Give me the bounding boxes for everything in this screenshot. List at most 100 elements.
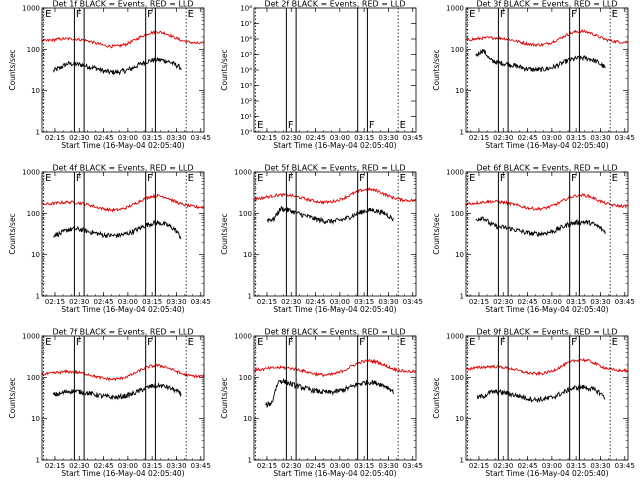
x-tick-label: 02:30	[281, 298, 301, 306]
y-tick-label: 10	[31, 415, 40, 423]
y-tick-label: 1000	[22, 5, 40, 13]
y-tick-label: 1	[36, 293, 40, 301]
x-tick-label: 02:30	[281, 134, 301, 142]
x-tick-label: 02:15	[469, 462, 489, 470]
x-tick-label: 03:45	[191, 298, 211, 306]
x-tick-label: 02:15	[257, 462, 277, 470]
marker-e: E	[257, 173, 263, 184]
x-tick-label: 02:30	[69, 134, 89, 142]
marker-f: F	[500, 9, 506, 20]
plot-frame	[465, 335, 629, 461]
x-tick-label: 03:15	[142, 462, 162, 470]
x-tick-label: 02:45	[93, 298, 113, 306]
x-tick-label: 03:30	[590, 462, 610, 470]
x-tick-label: 02:30	[493, 134, 513, 142]
x-tick-label: 02:15	[469, 134, 489, 142]
panel-title: Det 5f BLACK = Events, RED = LLD	[264, 164, 405, 173]
panel-title: Det 4f BLACK = Events, RED = LLD	[52, 164, 193, 173]
x-tick-label: 02:45	[93, 462, 113, 470]
x-tick-label: 03:45	[615, 134, 635, 142]
x-tick-label: 02:45	[305, 462, 325, 470]
y-tick-label: 1000	[234, 169, 252, 177]
panel-title: Det 3f BLACK = Events, RED = LLD	[476, 0, 617, 9]
y-tick-label: 1000	[446, 5, 464, 13]
marker-e: E	[400, 173, 406, 184]
plot-frame	[41, 171, 205, 297]
series-lld-line	[254, 186, 416, 205]
y-tick-label: 1	[460, 293, 464, 301]
x-tick-label: 03:15	[566, 462, 586, 470]
marker-e: E	[400, 337, 406, 348]
marker-e: E	[469, 173, 475, 184]
y-tick-label: 10⁴	[240, 67, 252, 75]
y-tick-label: 10³	[240, 82, 252, 90]
x-tick-label: 03:45	[191, 462, 211, 470]
x-tick-label: 03:00	[330, 462, 350, 470]
x-tick-label: 02:15	[45, 298, 65, 306]
y-axis-label: Counts/sec	[432, 49, 441, 90]
y-axis-label: Counts/sec	[432, 377, 441, 418]
x-tick-label: 03:30	[166, 298, 186, 306]
y-axis-label: Counts/sec	[8, 49, 17, 90]
y-tick-label: 1000	[446, 169, 464, 177]
plot-frame	[41, 335, 205, 461]
x-tick-label: 03:15	[566, 134, 586, 142]
y-axis-label: Counts/sec	[220, 49, 229, 90]
x-axis-label: Start Time (16-May-04 02:05:40)	[485, 305, 608, 314]
y-tick-label: 10	[455, 87, 464, 95]
y-axis-label: Counts/sec	[8, 377, 17, 418]
y-tick-label: 1000	[446, 333, 464, 341]
x-tick-label: 03:15	[142, 134, 162, 142]
x-tick-label: 02:15	[257, 298, 277, 306]
y-tick-label: 10	[243, 415, 252, 423]
marker-e: E	[257, 337, 263, 348]
y-axis-label: Counts/sec	[220, 377, 229, 418]
marker-e: E	[45, 173, 51, 184]
x-axis-label: Start Time (16-May-04 02:05:40)	[61, 305, 184, 314]
marker-e: E	[612, 173, 618, 184]
marker-f: F	[359, 337, 365, 348]
marker-f: F	[147, 337, 153, 348]
x-tick-label: 03:00	[330, 134, 350, 142]
y-tick-label: 100	[451, 46, 464, 54]
series-lld-line	[466, 29, 628, 48]
x-tick-label: 02:30	[69, 298, 89, 306]
x-tick-label: 02:45	[93, 134, 113, 142]
x-tick-label: 03:30	[166, 462, 186, 470]
marker-f: F	[571, 173, 577, 184]
marker-f: F	[76, 9, 82, 20]
x-tick-label: 03:45	[191, 134, 211, 142]
y-tick-label: 1000	[234, 333, 252, 341]
y-tick-label: 1	[460, 457, 464, 465]
y-tick-label: 100	[27, 46, 40, 54]
y-tick-label: 1	[36, 457, 40, 465]
marker-f: F	[571, 9, 577, 20]
y-tick-label: 10⁸	[240, 5, 252, 13]
y-tick-label: 10	[455, 251, 464, 259]
y-axis-label: Counts/sec	[432, 213, 441, 254]
plot-frame	[253, 171, 417, 297]
x-tick-label: 02:15	[45, 134, 65, 142]
marker-f: F	[76, 337, 82, 348]
y-tick-label: 10²	[240, 98, 252, 106]
marker-f: F	[147, 9, 153, 20]
y-axis-label: Counts/sec	[220, 213, 229, 254]
marker-e: E	[612, 9, 618, 20]
x-tick-label: 02:15	[45, 462, 65, 470]
x-tick-label: 02:30	[493, 462, 513, 470]
y-tick-label: 1000	[22, 169, 40, 177]
x-tick-label: 02:15	[257, 134, 277, 142]
x-tick-label: 03:45	[615, 298, 635, 306]
y-tick-label: 10	[455, 415, 464, 423]
y-tick-label: 100	[27, 210, 40, 218]
panel-title: Det 9f BLACK = Events, RED = LLD	[476, 328, 617, 337]
x-tick-label: 03:00	[118, 298, 138, 306]
x-tick-label: 03:30	[166, 134, 186, 142]
y-tick-label: 1000	[22, 333, 40, 341]
panel-title: Det 1f BLACK = Events, RED = LLD	[52, 0, 193, 9]
